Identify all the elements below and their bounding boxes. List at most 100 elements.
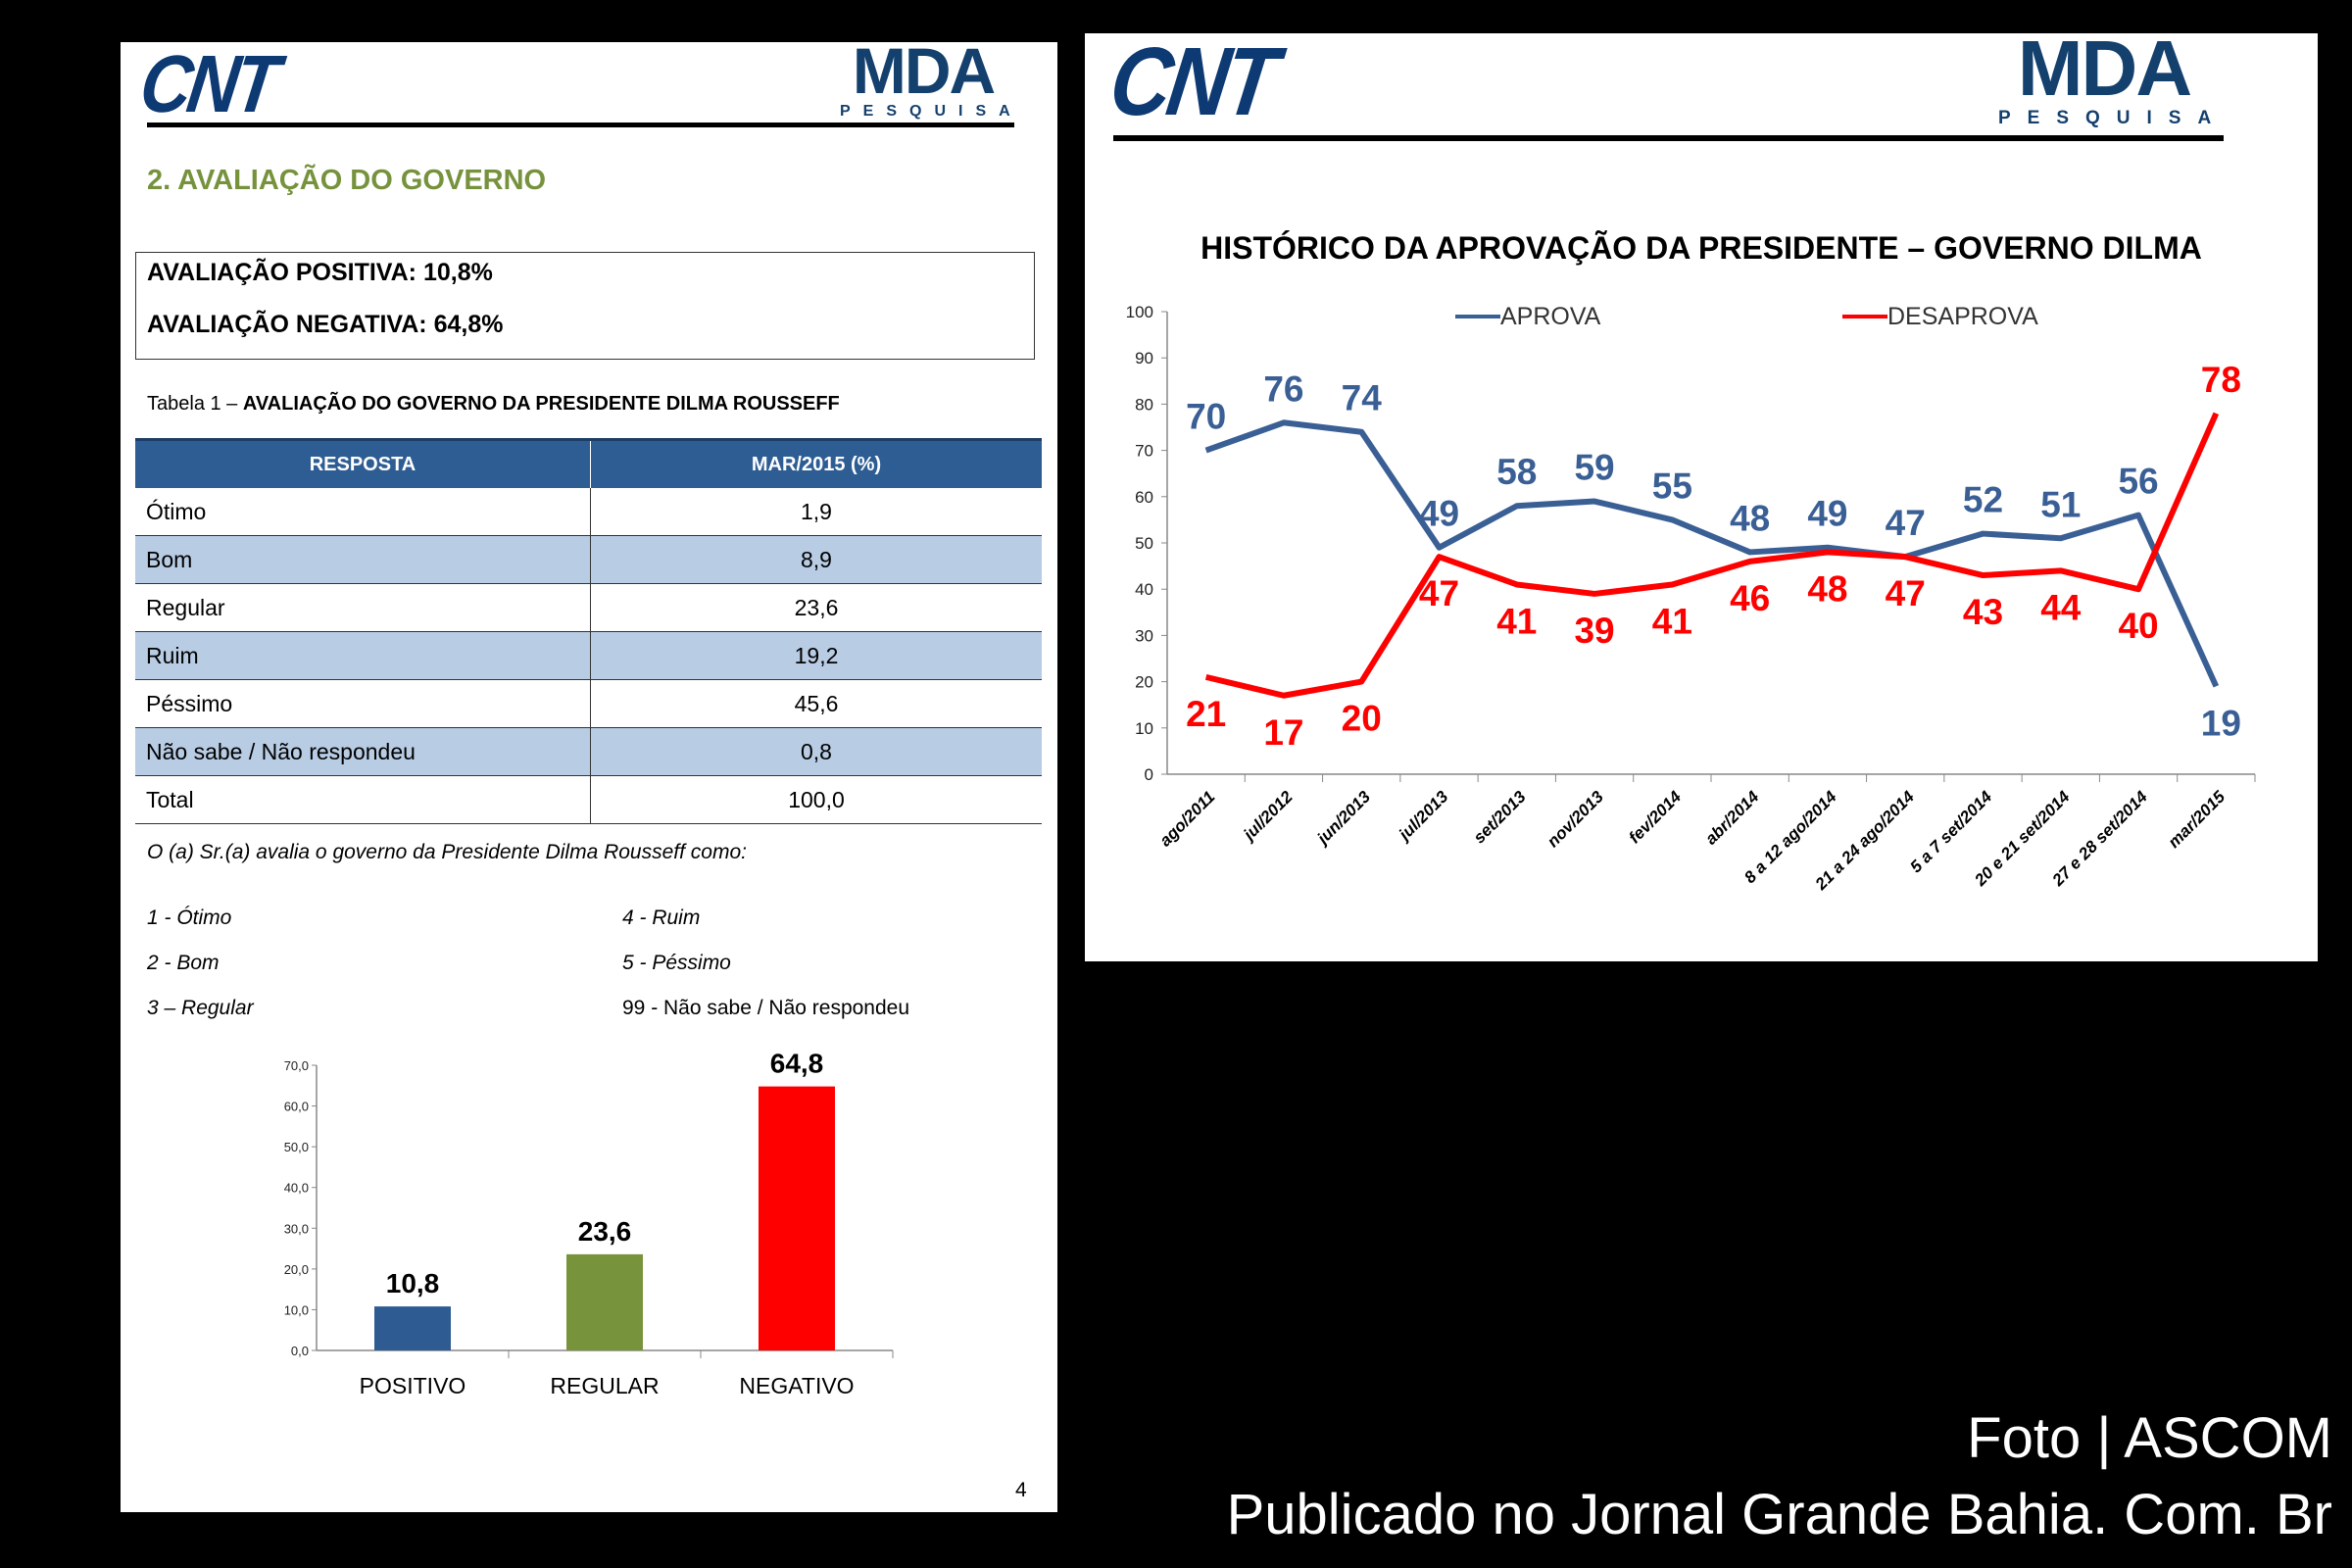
row-label: Bom xyxy=(135,535,591,584)
mda-logo-subtext: PESQUISA xyxy=(840,103,1023,120)
header-rule xyxy=(147,122,1014,127)
y-tick-label: 70,0 xyxy=(284,1058,309,1073)
y-tick-label: 30 xyxy=(1135,626,1153,645)
data-label-aprova: 55 xyxy=(1652,466,1692,506)
legend-label-desaprova: DESAPROVA xyxy=(1887,303,2038,330)
y-tick-label: 10,0 xyxy=(284,1302,309,1317)
data-label-aprova: 74 xyxy=(1342,378,1383,418)
x-category-label: abr/2014 xyxy=(1701,787,1763,849)
row-value: 23,6 xyxy=(590,583,1042,632)
y-tick-label: 0 xyxy=(1145,765,1153,784)
table-row: Não sabe / Não respondeu 0,8 xyxy=(135,727,1042,776)
row-value: 100,0 xyxy=(590,775,1042,824)
y-tick-label: 40,0 xyxy=(284,1181,309,1196)
bar-negativo xyxy=(759,1086,835,1350)
mda-logo-text: MDA xyxy=(2017,24,2192,112)
table-row: Bom 8,9 xyxy=(135,535,1042,584)
row-label: Não sabe / Não respondeu xyxy=(135,727,591,776)
summary-negative: AVALIAÇÃO NEGATIVA: 64,8% xyxy=(147,311,504,338)
x-category-label: REGULAR xyxy=(550,1373,659,1398)
row-label: Ruim xyxy=(135,631,591,680)
report-page-left: CNT MDA PESQUISA 2. AVALIAÇÃO DO GOVERNO… xyxy=(121,38,1057,1512)
data-label-desaprova: 20 xyxy=(1342,699,1382,739)
row-value: 45,6 xyxy=(590,679,1042,728)
table-row: Regular 23,6 xyxy=(135,583,1042,632)
data-label-aprova: 49 xyxy=(1419,494,1459,534)
x-category-label: jul/2013 xyxy=(1394,787,1451,845)
evaluation-table: RESPOSTA MAR/2015 (%) Ótimo 1,9 Bom 8,9 Regu… xyxy=(135,438,1042,824)
data-label-aprova: 56 xyxy=(2118,462,2158,502)
data-label-desaprova: 47 xyxy=(1886,573,1926,613)
data-label-desaprova: 40 xyxy=(2118,606,2158,646)
data-label-desaprova: 21 xyxy=(1186,694,1226,734)
x-category-label: nov/2013 xyxy=(1544,787,1607,851)
mda-logo-text: MDA xyxy=(852,34,996,107)
data-label-desaprova: 46 xyxy=(1730,578,1770,618)
table-header-resposta: RESPOSTA xyxy=(135,438,591,488)
x-category-label: jun/2013 xyxy=(1312,787,1374,849)
data-label-desaprova: 44 xyxy=(2040,587,2082,627)
row-value: 0,8 xyxy=(590,727,1042,776)
bar-value-label: 10,8 xyxy=(386,1268,440,1298)
data-label-desaprova: 78 xyxy=(2201,360,2241,400)
answer-code: 4 - Ruim xyxy=(622,906,701,929)
evaluation-bar-chart: 0,0 10,0 20,0 30,0 40,0 50,0 60,0 70,0 10,8 POSIT… xyxy=(284,1049,894,1398)
table-row: Total 100,0 xyxy=(135,775,1042,824)
bar-value-label: 23,6 xyxy=(578,1216,632,1247)
x-category-label: ago/2011 xyxy=(1155,787,1218,850)
row-value: 19,2 xyxy=(590,631,1042,680)
data-label-aprova: 70 xyxy=(1186,397,1226,437)
report-page-right: CNT MDA PESQUISA HISTÓRICO DA APROVAÇÃO … xyxy=(1085,27,2318,961)
series-line-desaprova xyxy=(1204,412,2220,699)
table-row: Péssimo 45,6 xyxy=(135,679,1042,728)
data-label-desaprova: 47 xyxy=(1419,573,1459,613)
y-tick-label: 20,0 xyxy=(284,1262,309,1277)
photo-credit: Foto | ASCOM xyxy=(1967,1406,2332,1470)
data-label-desaprova: 17 xyxy=(1263,712,1303,753)
legend-label-aprova: APROVA xyxy=(1500,303,1601,330)
row-label: Ótimo xyxy=(135,488,591,536)
data-label-desaprova: 43 xyxy=(1963,592,2003,632)
row-label: Péssimo xyxy=(135,679,591,728)
y-tick-label: 10 xyxy=(1135,719,1153,738)
y-tick-label: 80 xyxy=(1135,395,1153,414)
table-caption-title: AVALIAÇÃO DO GOVERNO DA PRESIDENTE DILMA… xyxy=(242,393,840,415)
row-value: 8,9 xyxy=(590,535,1042,584)
y-tick-label: 50 xyxy=(1135,534,1153,553)
x-category-label: NEGATIVO xyxy=(739,1373,854,1398)
row-value: 1,9 xyxy=(590,488,1042,536)
table-caption: Tabela 1 – AVALIAÇÃO DO GOVERNO DA PRESI… xyxy=(147,393,840,416)
answer-code: 2 - Bom xyxy=(147,952,220,974)
answer-code: 5 - Péssimo xyxy=(622,952,731,974)
x-category-label: POSITIVO xyxy=(360,1373,466,1398)
row-label: Regular xyxy=(135,583,591,632)
question-note: O (a) Sr.(a) avalia o governo da Preside… xyxy=(147,841,747,863)
y-tick-label: 70 xyxy=(1135,442,1153,461)
x-category-label: 5 a 7 set/2014 xyxy=(1906,787,1995,876)
y-tick-label: 40 xyxy=(1135,580,1153,599)
data-label-desaprova: 39 xyxy=(1574,611,1614,651)
table-header-mar2015: MAR/2015 (%) xyxy=(590,438,1042,488)
data-label-desaprova: 41 xyxy=(1496,601,1537,641)
mda-logo-subtext: PESQUISA xyxy=(1998,108,2229,128)
y-tick-label: 60 xyxy=(1135,488,1153,507)
chart-title: HISTÓRICO DA APROVAÇÃO DA PRESIDENTE – G… xyxy=(1200,230,2202,266)
data-label-aprova: 76 xyxy=(1263,368,1303,409)
data-label-aprova: 48 xyxy=(1730,498,1770,538)
section-title: 2. AVALIAÇÃO DO GOVERNO xyxy=(147,165,547,196)
data-label-desaprova: 41 xyxy=(1652,601,1692,641)
x-category-label: jul/2012 xyxy=(1239,787,1297,845)
y-tick-label: 20 xyxy=(1135,673,1153,692)
data-label-aprova: 59 xyxy=(1574,448,1614,488)
y-tick-label: 50,0 xyxy=(284,1140,309,1154)
data-label-aprova: 52 xyxy=(1963,480,2003,520)
data-label-aprova: 47 xyxy=(1886,503,1926,543)
page-number: 4 xyxy=(1015,1479,1027,1501)
table-row: Ótimo 1,9 xyxy=(135,488,1042,536)
bar-value-label: 64,8 xyxy=(770,1049,824,1079)
x-category-label: set/2013 xyxy=(1470,787,1530,847)
y-tick-label: 30,0 xyxy=(284,1221,309,1236)
y-tick-label: 0,0 xyxy=(291,1344,309,1358)
data-label-aprova: 49 xyxy=(1807,494,1847,534)
table-caption-prefix: Tabela 1 – xyxy=(147,393,243,415)
